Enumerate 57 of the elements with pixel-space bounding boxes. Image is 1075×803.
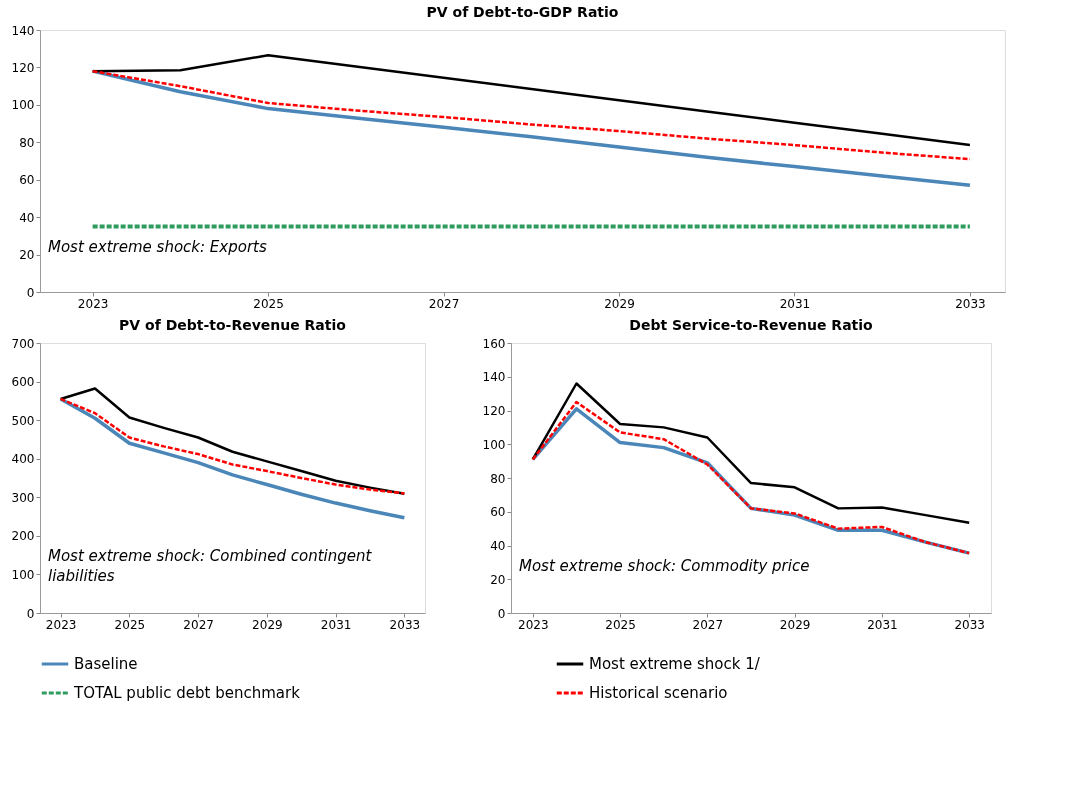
y-tick-label: 40 — [19, 210, 35, 225]
line-series — [91, 69, 972, 161]
y-tick-label: 140 — [482, 370, 506, 385]
x-tick-label: 2033 — [955, 296, 986, 311]
annotation: Most extreme shock: Exports — [48, 237, 267, 256]
x-tick-label: 2029 — [604, 296, 635, 311]
y-tick-label: 200 — [11, 529, 35, 544]
x-tick-label: 2025 — [253, 296, 284, 311]
x-tick-label: 2023 — [45, 617, 77, 632]
x-tick-label: 2033 — [954, 617, 985, 632]
x-tick-label: 2029 — [779, 617, 811, 632]
x-tick-label: 2029 — [252, 617, 283, 632]
chart-title: PV of Debt-to-GDP Ratio — [426, 4, 619, 20]
x-tick-label: 2031 — [320, 617, 352, 632]
y-tick-label: 300 — [11, 490, 35, 505]
x-tick-label: 2027 — [692, 617, 724, 632]
y-tick-label: 0 — [497, 606, 506, 621]
y-tick-label: 80 — [19, 135, 35, 150]
y-tick-label: 600 — [11, 375, 35, 390]
legend-label: Historical scenario — [589, 684, 728, 702]
y-tick-label: 500 — [11, 413, 35, 428]
y-tick-label: 100 — [11, 98, 35, 113]
x-tick-label: 2023 — [77, 296, 109, 311]
x-tick-label: 2033 — [389, 617, 421, 632]
x-tick-label: 2023 — [518, 617, 549, 632]
y-tick-label: 100 — [482, 437, 506, 452]
y-tick-label: 60 — [490, 505, 506, 520]
annotation: Most extreme shock: Commodity price — [519, 557, 810, 575]
y-tick-label: 140 — [11, 23, 35, 38]
y-tick-label: 160 — [482, 336, 506, 351]
y-tick-label: 20 — [19, 248, 35, 263]
x-tick-label: 2025 — [114, 617, 146, 632]
y-tick-label: 120 — [482, 404, 506, 418]
legend-label: Most extreme shock 1/ — [589, 655, 761, 673]
annotation: Most extreme shock: Combined contingent liabilities — [48, 547, 373, 585]
legend-label: TOTAL public debt benchmark — [73, 684, 301, 702]
chart-title: PV of Debt-to-Revenue Ratio — [119, 317, 347, 333]
x-tick-label: 2031 — [867, 617, 898, 632]
x-tick-label: 2031 — [779, 296, 811, 311]
y-tick-label: 0 — [26, 606, 35, 621]
y-tick-label: 100 — [11, 567, 35, 582]
x-tick-label: 2027 — [183, 617, 214, 632]
y-tick-label: 60 — [19, 173, 35, 188]
y-tick-label: 80 — [490, 471, 506, 486]
chart-title: Debt Service-to-Revenue Ratio — [629, 317, 874, 333]
y-tick-label: 120 — [11, 60, 35, 75]
line-series — [531, 382, 971, 524]
line-series — [58, 397, 407, 520]
y-tick-label: 40 — [490, 539, 506, 553]
y-tick-label: 400 — [11, 452, 35, 467]
x-tick-label: 2025 — [605, 617, 636, 632]
legend-label: Baseline — [74, 655, 138, 673]
y-tick-label: 20 — [490, 572, 506, 587]
y-tick-label: 700 — [11, 336, 35, 351]
line-series — [90, 69, 972, 188]
y-tick-label: 0 — [26, 285, 35, 300]
x-tick-label: 2027 — [428, 296, 460, 311]
